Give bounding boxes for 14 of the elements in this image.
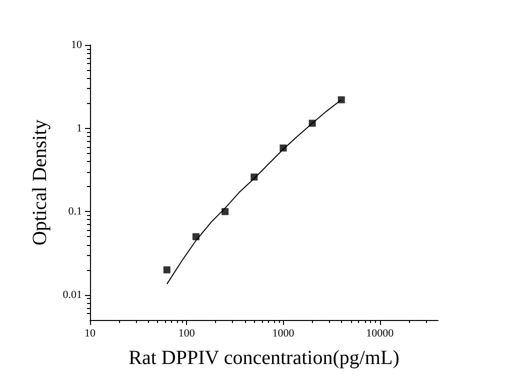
y-tick-label: 10 [71, 39, 82, 51]
point [222, 208, 229, 216]
point [338, 96, 345, 104]
x-tick-label: 10000 [366, 328, 394, 340]
x-tick-label: 1000 [272, 328, 295, 340]
point [192, 233, 200, 240]
y-tick-label: 1 [76, 122, 82, 134]
x-tick-label: 100 [178, 328, 196, 340]
point [163, 266, 170, 274]
y-tick-label: 0.01 [62, 288, 82, 301]
x-axis-title: Rat DPPIV concentration(pg/mL) [128, 347, 400, 369]
y-axis-title: Optical Density [29, 119, 51, 246]
y-tick-label: 0.1 [68, 206, 82, 218]
x-tick-label: 10 [84, 328, 96, 340]
